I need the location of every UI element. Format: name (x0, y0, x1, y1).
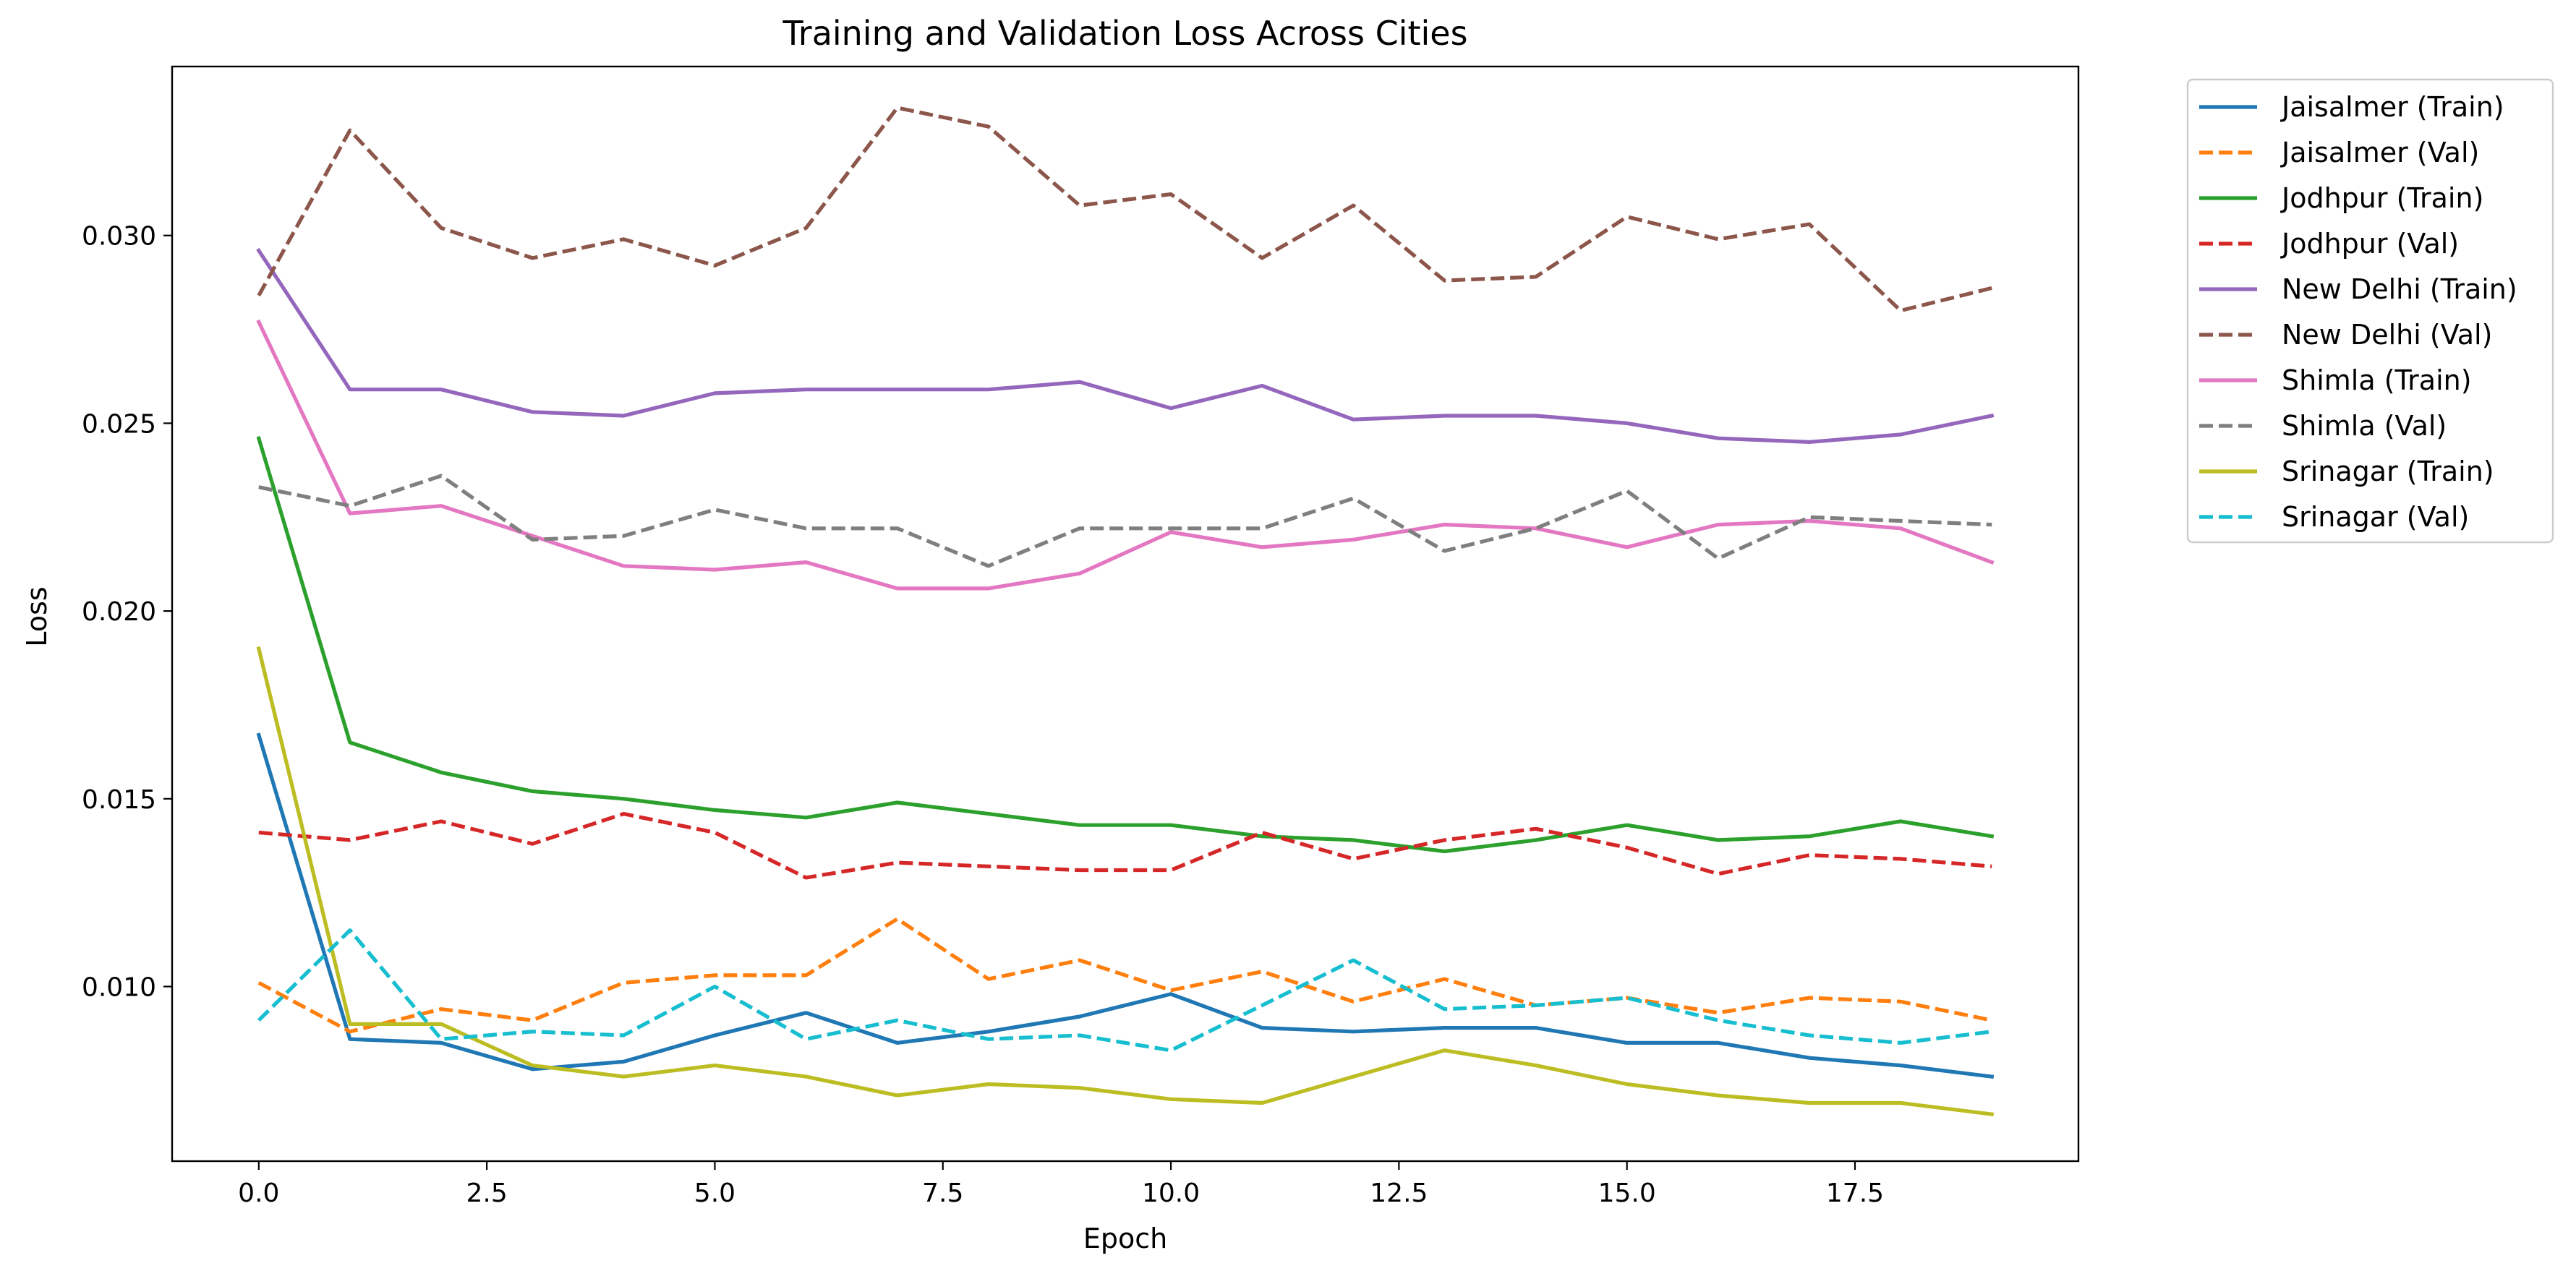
x-axis-label: Epoch (1083, 1223, 1167, 1254)
legend-label: New Delhi (Val) (2282, 319, 2492, 351)
legend-label: Jaisalmer (Val) (2280, 137, 2479, 168)
series-line-1 (257, 917, 1992, 1034)
chart-title: Training and Validation Loss Across Citi… (782, 14, 1467, 53)
x-tick-label: 15.0 (1598, 1179, 1656, 1208)
series-line-9 (257, 928, 1992, 1053)
series-line-4 (256, 247, 1995, 445)
series-line-2 (256, 435, 1995, 854)
series-layer (256, 106, 1995, 1116)
y-tick-label: 0.015 (82, 785, 156, 815)
y-tick-label: 0.020 (82, 597, 156, 627)
plot-area-frame (171, 65, 2080, 1163)
legend-label: Jodhpur (Val) (2280, 228, 2459, 260)
series-line-8 (256, 646, 1995, 1116)
x-tick-label: 12.5 (1370, 1179, 1428, 1208)
legend: Jaisalmer (Train) Jaisalmer (Val) Jodhpur … (2186, 78, 2554, 544)
legend-label: New Delhi (Train) (2282, 273, 2517, 305)
legend-label: Srinagar (Train) (2282, 455, 2494, 487)
y-tick-label: 0.010 (82, 972, 156, 1002)
y-tick-label: 0.025 (82, 409, 156, 439)
y-axis-ticks: 0.010 0.015 0.020 0.025 0.030 (82, 222, 172, 1002)
legend-label: Srinagar (Val) (2282, 501, 2469, 533)
x-tick-label: 0.0 (238, 1179, 279, 1208)
series-line-7 (258, 474, 1992, 568)
legend-label: Shimla (Val) (2282, 410, 2447, 442)
legend-frame (2186, 78, 2554, 544)
legend-label: Shimla (Train) (2282, 364, 2472, 396)
legend-label: Jodhpur (Train) (2280, 182, 2483, 214)
legend-label: Jaisalmer (Train) (2280, 91, 2504, 123)
y-axis-label: Loss (21, 586, 53, 646)
y-tick-label: 0.030 (82, 222, 156, 252)
x-tick-label: 10.0 (1142, 1179, 1200, 1208)
x-axis-ticks: 0.0 2.5 5.0 7.5 10.0 12.5 15.0 17.5 (238, 1161, 1884, 1208)
series-line-5 (257, 106, 1992, 313)
x-tick-label: 2.5 (466, 1179, 507, 1208)
x-tick-label: 17.5 (1826, 1179, 1884, 1208)
x-tick-label: 5.0 (694, 1179, 735, 1208)
series-line-3 (258, 811, 1992, 880)
x-tick-label: 7.5 (922, 1179, 963, 1208)
